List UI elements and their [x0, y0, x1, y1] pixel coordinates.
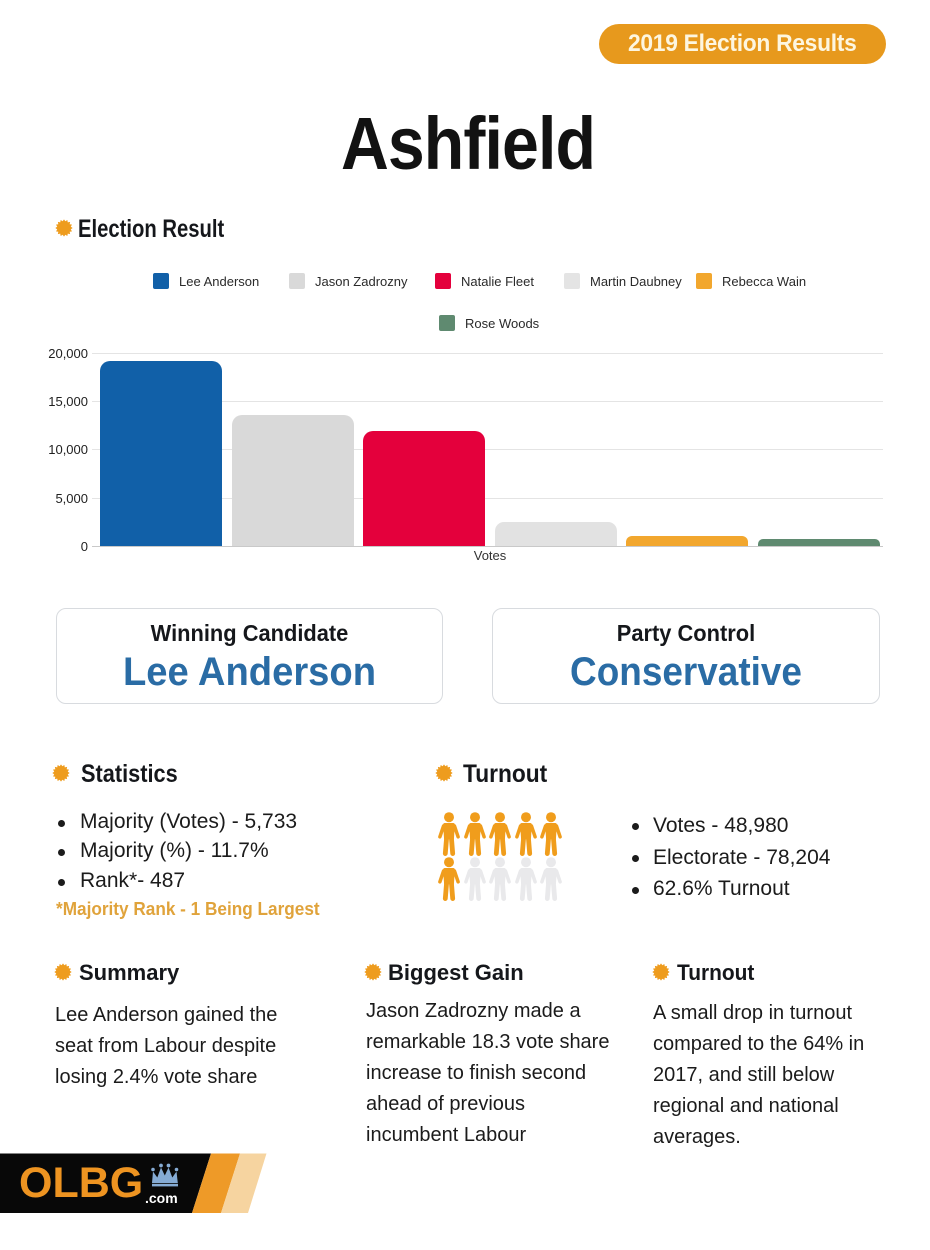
svg-text:.com: .com [145, 1190, 178, 1206]
svg-text:OLBG: OLBG [19, 1159, 143, 1207]
